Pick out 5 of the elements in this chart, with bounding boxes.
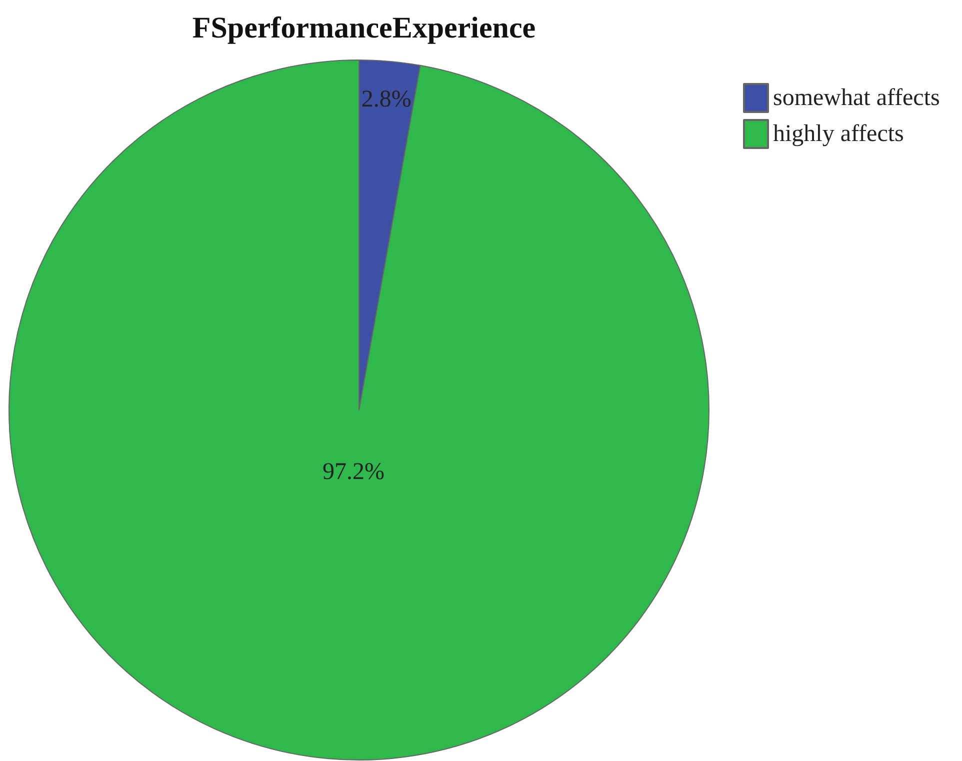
legend-label: highly affects [773,121,904,147]
legend-label: somewhat affects [773,85,940,111]
data-label: 2.8% [361,86,412,113]
chart-title: FSperformanceExperience [192,12,536,44]
data-label: 97.2% [322,459,385,486]
